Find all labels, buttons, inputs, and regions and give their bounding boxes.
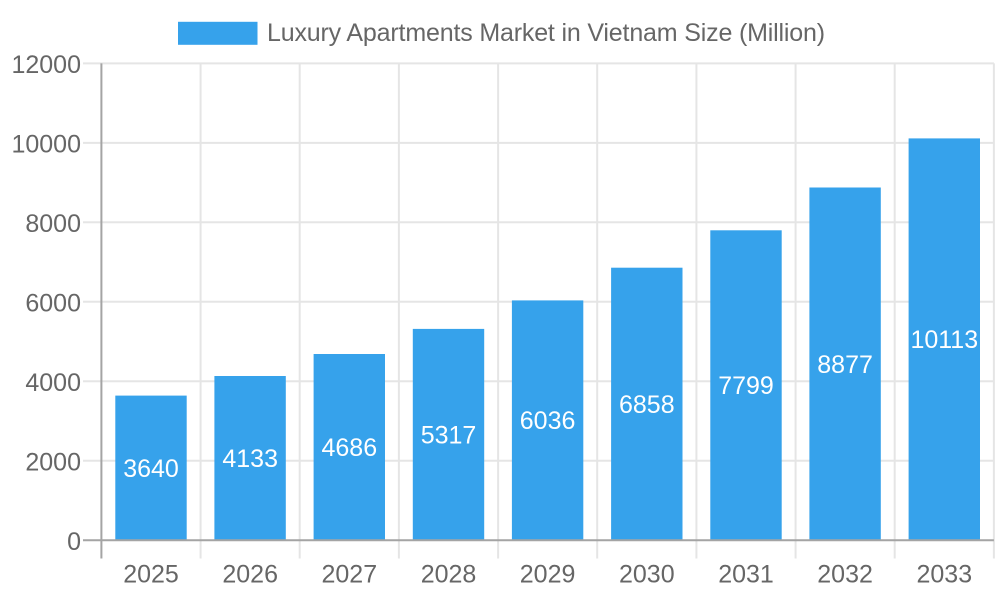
svg-text:2027: 2027	[321, 561, 377, 589]
svg-text:6858: 6858	[619, 391, 675, 419]
svg-text:6000: 6000	[25, 289, 81, 317]
svg-text:10113: 10113	[910, 326, 978, 354]
svg-text:2029: 2029	[520, 561, 576, 589]
svg-text:5317: 5317	[421, 422, 477, 450]
svg-text:2032: 2032	[817, 561, 873, 589]
svg-text:8877: 8877	[817, 351, 873, 379]
svg-text:2000: 2000	[25, 448, 81, 476]
svg-text:2031: 2031	[718, 561, 774, 589]
svg-text:10000: 10000	[11, 130, 81, 158]
svg-text:2030: 2030	[619, 561, 675, 589]
svg-text:7799: 7799	[718, 372, 774, 400]
svg-text:0: 0	[67, 528, 81, 556]
svg-text:4000: 4000	[25, 369, 81, 397]
svg-text:3640: 3640	[123, 455, 179, 483]
svg-text:2026: 2026	[222, 561, 278, 589]
svg-text:4133: 4133	[222, 445, 278, 473]
svg-text:2025: 2025	[123, 561, 179, 589]
svg-text:12000: 12000	[11, 51, 81, 79]
svg-text:2033: 2033	[916, 561, 972, 589]
svg-text:2028: 2028	[421, 561, 477, 589]
svg-text:Luxury Apartments Market in Vi: Luxury Apartments Market in Vietnam Size…	[267, 19, 825, 47]
svg-text:6036: 6036	[520, 407, 576, 435]
svg-text:4686: 4686	[321, 434, 377, 462]
svg-text:8000: 8000	[25, 210, 81, 238]
